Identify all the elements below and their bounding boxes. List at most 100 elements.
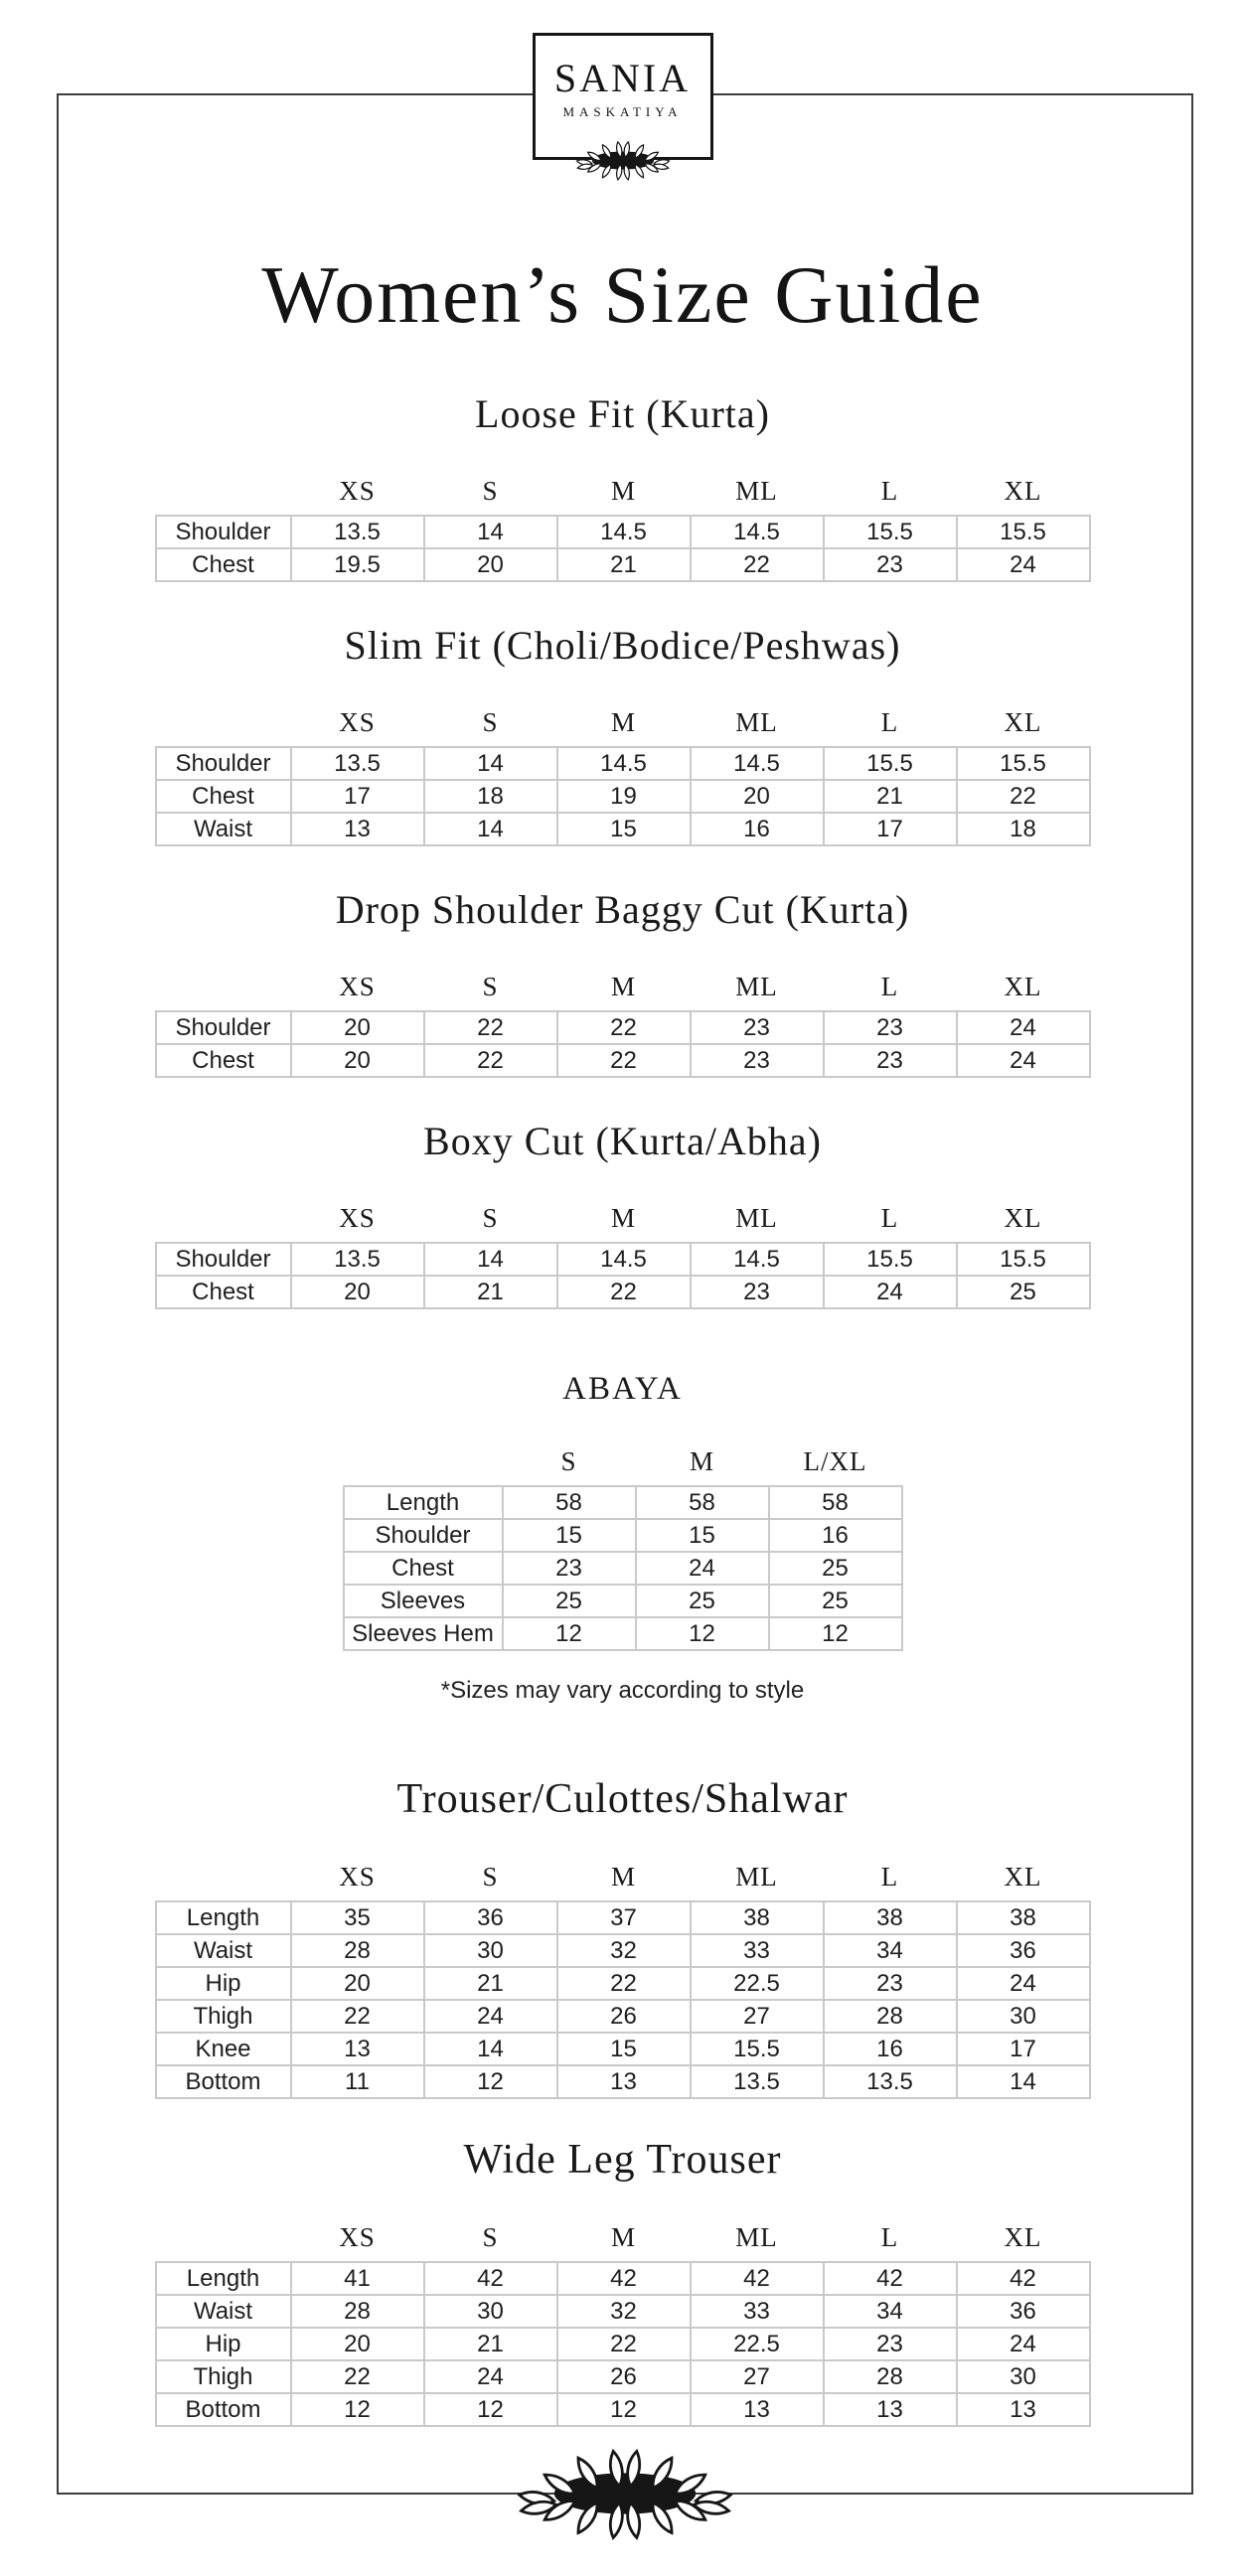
measurement-row: Knee 13 14 15 15.5 16 17 <box>154 2032 1091 2066</box>
measurement-label: Length <box>154 2261 292 2296</box>
measurement-row: Chest 20 21 22 23 24 25 <box>154 1275 1091 1309</box>
measurement-value: 13 <box>822 2392 958 2427</box>
size-col-label: M <box>610 476 636 506</box>
size-table-wide-leg-trouser: XS S M ML L XL Length 41 42 42 42 42 42 Waist 28 30 32 33… <box>154 2222 1091 2427</box>
size-col-label: ML <box>735 1862 778 1892</box>
measurement-row: Thigh 22 24 26 27 28 30 <box>154 1999 1091 2034</box>
section-boxy-cut: Boxy Cut (Kurta/Abha) XS S M ML L XL Shoulder 13… <box>0 1118 1245 1309</box>
measurement-value: 30 <box>955 2359 1091 2394</box>
measurement-value: 20 <box>289 2327 425 2361</box>
size-col-label: XS <box>339 2222 376 2252</box>
measurement-value: 33 <box>689 1933 825 1968</box>
size-header-row: XS S M ML L XL <box>156 1862 1090 1901</box>
corner-cell <box>156 2222 291 2262</box>
measurement-row: Waist 13 14 15 16 17 18 <box>154 812 1091 846</box>
corner-cell <box>156 972 291 1011</box>
measurement-value: 42 <box>555 2261 692 2296</box>
size-note: *Sizes may vary according to style <box>440 1677 805 1704</box>
measurement-value: 25 <box>767 1584 903 1618</box>
measurement-value: 12 <box>555 2392 692 2427</box>
measurement-row: Thigh 22 24 26 27 28 30 <box>154 2359 1091 2394</box>
size-col-label: XS <box>339 972 376 1001</box>
corner-cell <box>156 1862 291 1901</box>
measurement-value: 12 <box>634 1616 770 1651</box>
measurement-value: 20 <box>422 547 558 582</box>
measurement-value: 33 <box>689 2294 825 2329</box>
size-header-row: XS S M ML L XL <box>156 476 1090 516</box>
corner-cell <box>156 707 291 747</box>
measurement-value: 22 <box>955 779 1091 814</box>
size-guide-sections-upper: Loose Fit (Kurta) XS S M ML L XL Shoulder 13.5 14… <box>0 390 1245 1651</box>
measurement-value: 22 <box>289 1999 425 2034</box>
measurement-value: 18 <box>422 779 558 814</box>
size-col-label: XS <box>339 1862 376 1892</box>
measurement-value: 12 <box>501 1616 637 1651</box>
measurement-value: 14.5 <box>689 515 825 549</box>
measurement-value: 42 <box>689 2261 825 2296</box>
measurement-value: 18 <box>955 812 1091 846</box>
measurement-value: 24 <box>634 1551 770 1586</box>
measurement-label: Chest <box>154 779 292 814</box>
corner-cell <box>156 476 291 516</box>
measurement-label: Shoulder <box>342 1518 504 1553</box>
size-table-loose-fit-kurta: XS S M ML L XL Shoulder 13.5 14 14.5 14.5 15.5 15.5 C… <box>154 476 1091 582</box>
measurement-value: 15 <box>501 1518 637 1553</box>
size-col-label: ML <box>735 476 778 506</box>
measurement-value: 24 <box>822 1275 958 1309</box>
measurement-value: 15 <box>555 812 692 846</box>
measurement-value: 36 <box>955 1933 1091 1968</box>
measurement-value: 22 <box>555 1043 692 1078</box>
measurement-value: 58 <box>767 1485 903 1520</box>
measurement-value: 34 <box>822 2294 958 2329</box>
measurement-value: 36 <box>955 2294 1091 2329</box>
measurement-value: 12 <box>422 2064 558 2099</box>
size-col-label: XS <box>339 707 376 737</box>
measurement-label: Shoulder <box>154 515 292 549</box>
measurement-row: Waist 28 30 32 33 34 36 <box>154 1933 1091 1968</box>
size-guide-sections-lower: Trouser/Culottes/Shalwar XS S M ML L XL Length 3… <box>0 1774 1245 2427</box>
measurement-value: 23 <box>822 2327 958 2361</box>
measurement-value: 28 <box>289 1933 425 1968</box>
size-col-label: L <box>880 2222 899 2252</box>
brand-wordmark: SANIA <box>553 56 692 100</box>
measurement-value: 14.5 <box>555 515 692 549</box>
measurement-value: 20 <box>689 779 825 814</box>
section-wide-leg-trouser: Wide Leg Trouser XS S M ML L XL Length 41 42 42 42 4… <box>0 2135 1245 2427</box>
measurement-value: 15.5 <box>822 1242 958 1277</box>
measurement-row: Length 41 42 42 42 42 42 <box>154 2261 1091 2296</box>
size-col-label: L <box>880 476 899 506</box>
measurement-value: 37 <box>555 1900 692 1935</box>
measurement-value: 13 <box>289 2032 425 2066</box>
measurement-value: 58 <box>501 1485 637 1520</box>
size-table-abaya: S M L/XL Length 58 58 58 Shoulder 15 15 16 Chest 23 2… <box>342 1446 903 1651</box>
measurement-value: 23 <box>822 1043 958 1078</box>
laurel-ornament-icon <box>517 2449 733 2540</box>
measurement-value: 27 <box>689 1999 825 2034</box>
measurement-value: 23 <box>689 1043 825 1078</box>
measurement-value: 24 <box>955 1010 1091 1045</box>
size-col-label: XL <box>1004 707 1042 737</box>
measurement-value: 16 <box>689 812 825 846</box>
measurement-value: 23 <box>689 1275 825 1309</box>
section-title-drop-shoulder-baggy-cut: Drop Shoulder Baggy Cut (Kurta) <box>335 887 910 932</box>
measurement-value: 22 <box>422 1010 558 1045</box>
size-col-label: L <box>880 707 899 737</box>
size-col-label: S <box>482 1203 499 1233</box>
measurement-value: 23 <box>501 1551 637 1586</box>
measurement-value: 15.5 <box>822 515 958 549</box>
measurement-value: 21 <box>422 2327 558 2361</box>
measurement-row: Hip 20 21 22 22.5 23 24 <box>154 2327 1091 2361</box>
measurement-value: 25 <box>501 1584 637 1618</box>
size-col-label: S <box>482 707 499 737</box>
measurement-value: 13.5 <box>822 2064 958 2099</box>
measurement-value: 19 <box>555 779 692 814</box>
measurement-row: Length 35 36 37 38 38 38 <box>154 1900 1091 1935</box>
size-header-row: XS S M ML L XL <box>156 972 1090 1011</box>
measurement-value: 20 <box>289 1966 425 2001</box>
measurement-value: 22 <box>422 1043 558 1078</box>
measurement-value: 22 <box>555 1275 692 1309</box>
size-col-label: XL <box>1004 1862 1042 1892</box>
measurement-value: 28 <box>822 2359 958 2394</box>
size-guide-page: SANIA MASKATIYA Women’s Size Guide Loose… <box>0 33 1245 2427</box>
size-col-label: S <box>482 1862 499 1892</box>
